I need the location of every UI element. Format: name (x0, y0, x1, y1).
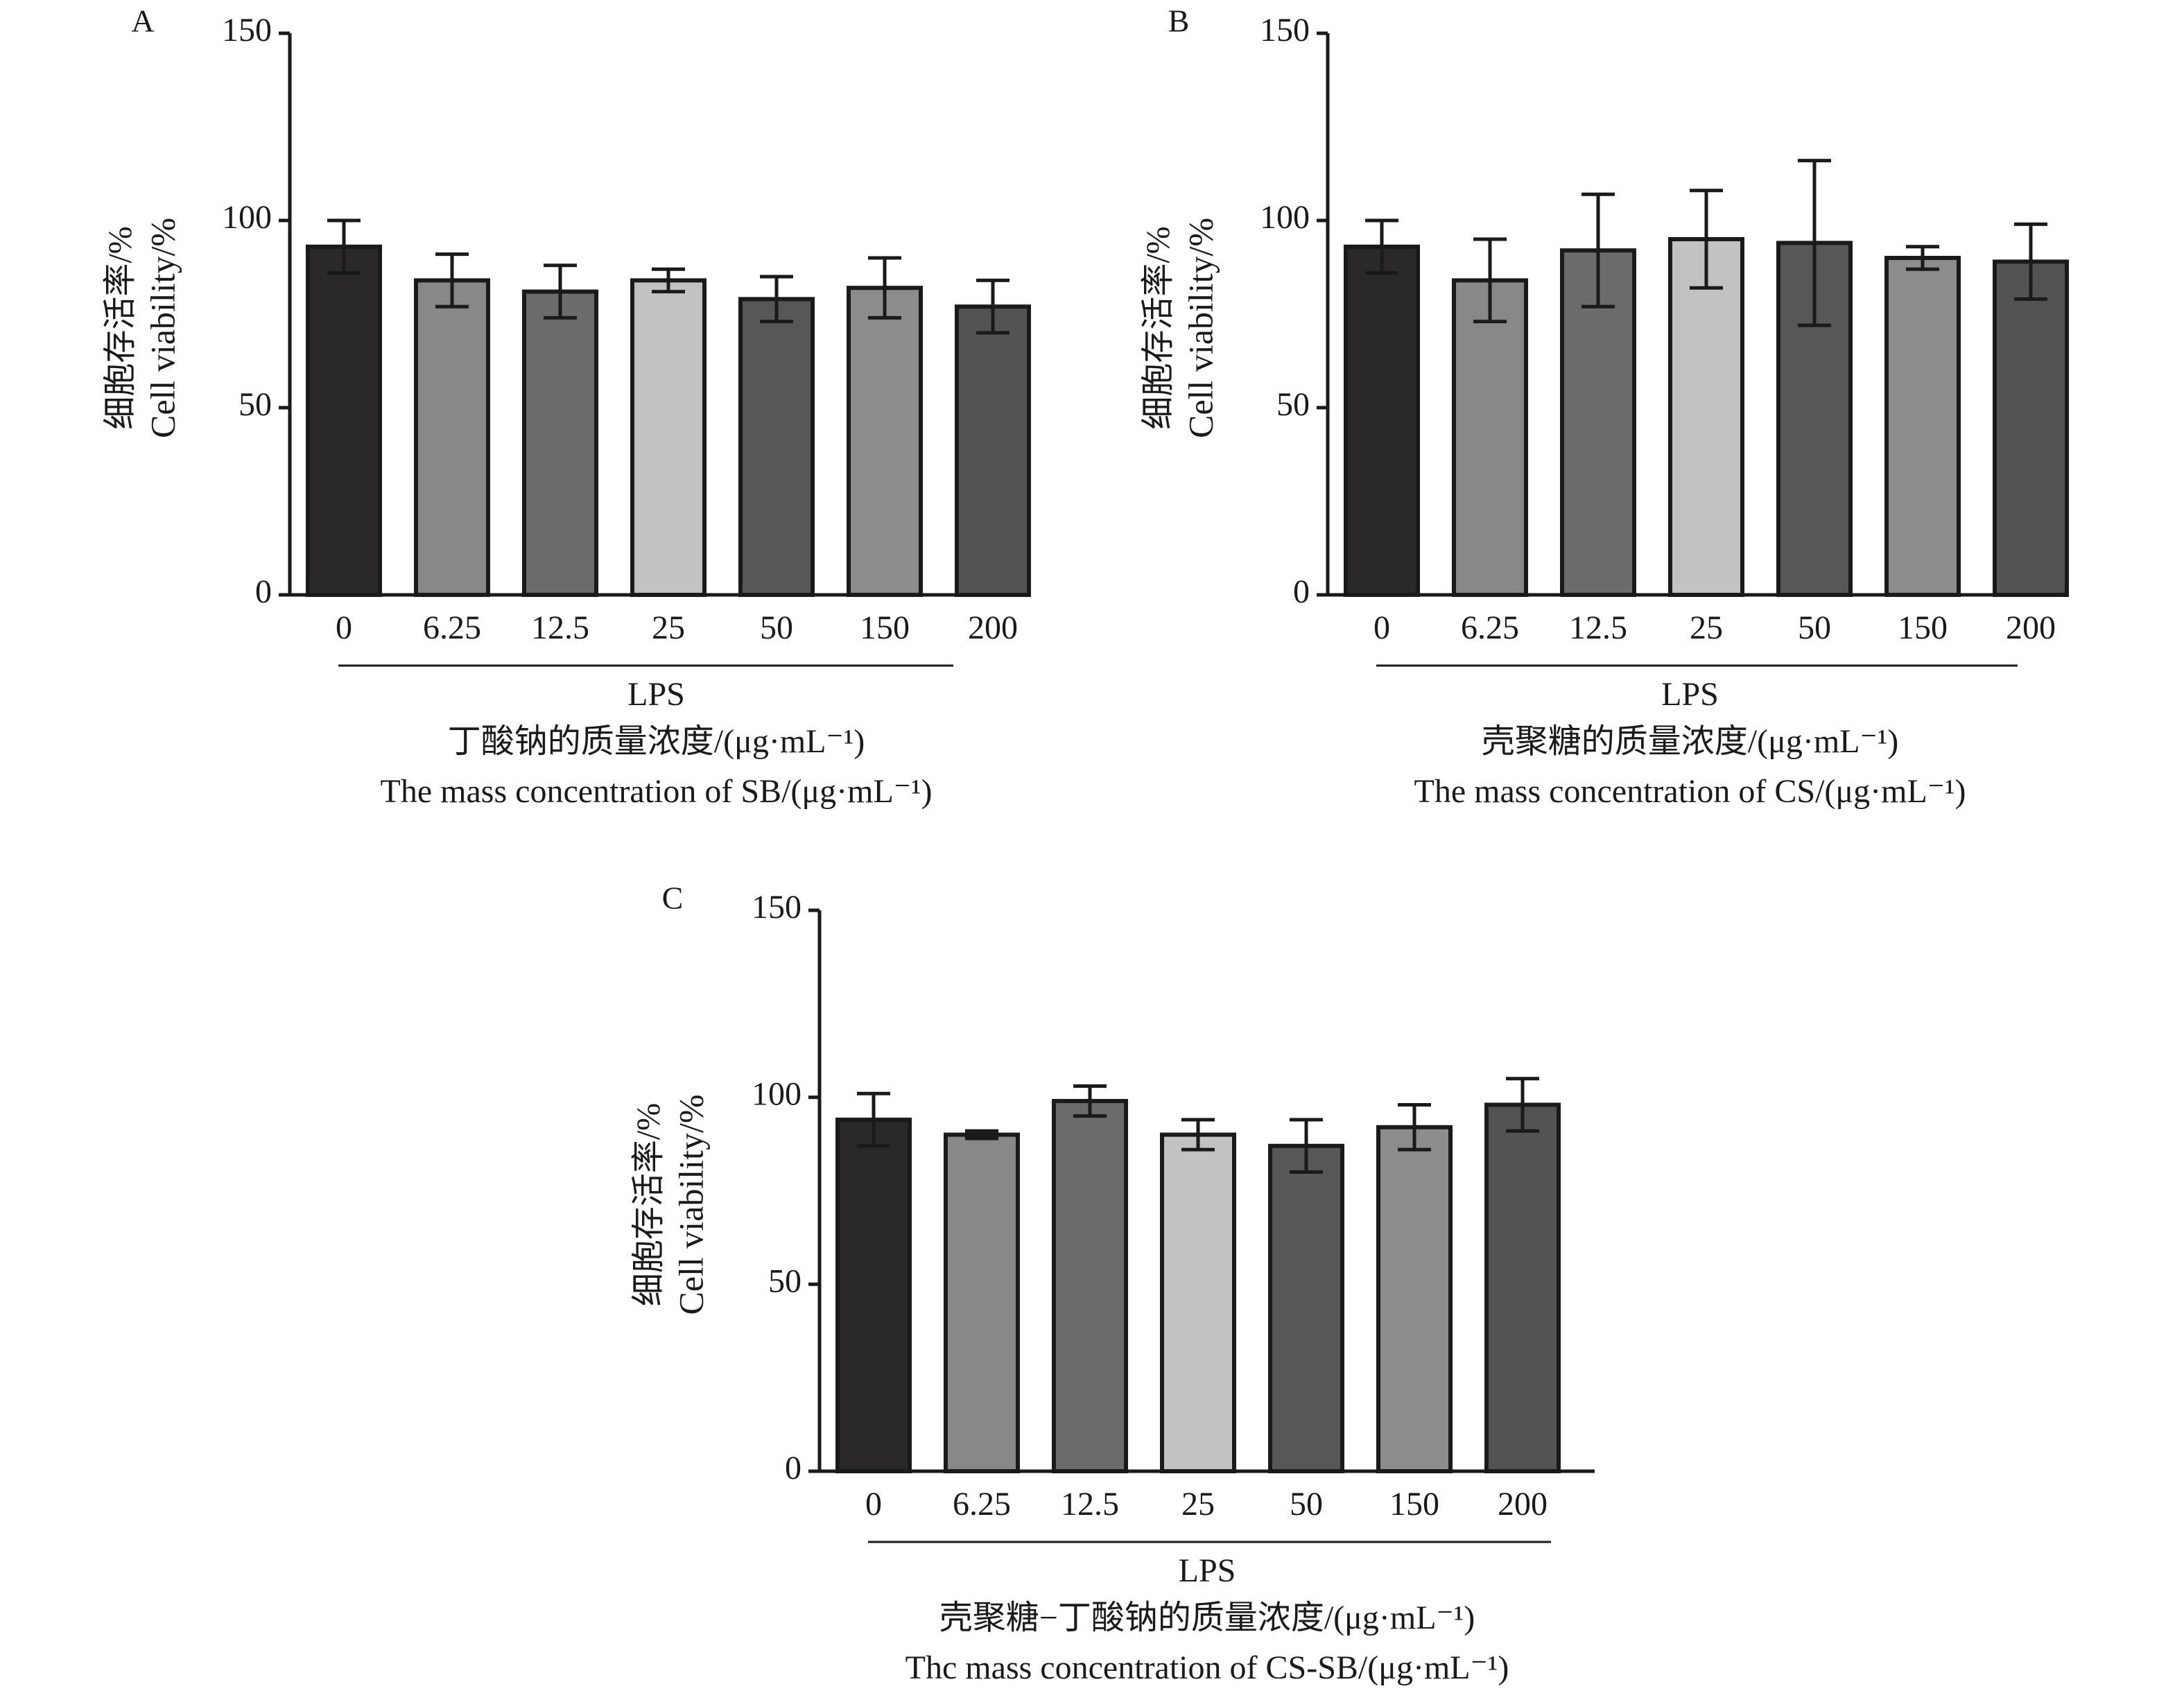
x-axis-title-cn: 壳聚糖−丁酸钠的质量浓度/(μg·mL⁻¹) (939, 1599, 1475, 1636)
error-bar (868, 256, 901, 320)
y-tick-label: 0 (785, 1450, 801, 1486)
error-bar (1473, 237, 1507, 324)
bar-6-25 (944, 1132, 1020, 1473)
error-bar (1181, 1118, 1215, 1152)
y-tick-label: 100 (752, 1076, 801, 1113)
x-tick-label: 25 (652, 609, 685, 646)
bar-150 (1884, 256, 1961, 597)
x-tick-label: 6.25 (1461, 609, 1519, 646)
x-axis-title-cn: 壳聚糖的质量浓度/(μg·mL⁻¹) (1482, 723, 1898, 760)
x-tick-label: 50 (760, 609, 793, 646)
y-tick-label: 150 (752, 889, 801, 926)
error-bar (1581, 192, 1615, 309)
bar-6-25 (414, 278, 490, 597)
group-label: LPS (1179, 1552, 1236, 1589)
y-axis-title-cn: 细胞存活率/% (630, 1103, 667, 1306)
x-tick-label: 25 (1690, 609, 1723, 646)
error-bar (652, 267, 685, 294)
bar-25 (1160, 1132, 1236, 1473)
error-bar (760, 275, 793, 324)
bar-150 (1376, 1125, 1453, 1474)
x-tick-label: 12.5 (1061, 1486, 1119, 1523)
x-tick-label: 6.25 (953, 1486, 1011, 1523)
x-tick-label: 0 (336, 609, 352, 646)
x-tick-label: 6.25 (423, 609, 481, 646)
error-bar (435, 252, 469, 309)
error-bar (327, 218, 361, 275)
x-tick-label: 50 (1798, 609, 1831, 646)
error-bar (965, 1129, 998, 1141)
x-tick-label: 12.5 (531, 609, 589, 646)
x-tick-label: 0 (865, 1486, 882, 1523)
error-bar (1365, 218, 1398, 275)
panel-label: B (1168, 3, 1190, 39)
panel-label: C (662, 881, 684, 916)
bar-25 (630, 278, 707, 597)
error-bar (1906, 245, 1939, 271)
x-tick-label: 0 (1373, 609, 1390, 646)
y-axis-title-cn: 细胞存活率/% (102, 226, 139, 429)
bar-150 (847, 286, 923, 597)
x-tick-label: 200 (968, 609, 1018, 646)
y-axis-title-en: Cell viability/% (143, 218, 182, 438)
x-tick-label: 50 (1290, 1486, 1323, 1523)
error-bar (1290, 1118, 1323, 1174)
x-axis-title-en: The mass concentration of CS/(μg·mL⁻¹) (1414, 773, 1966, 810)
x-axis-title-cn: 丁酸钠的质量浓度/(μg·mL⁻¹) (448, 723, 865, 760)
x-tick-label: 12.5 (1569, 609, 1627, 646)
x-axis-title-en: The mass concentration of SB/(μg·mL⁻¹) (381, 773, 933, 810)
error-bar (857, 1091, 890, 1148)
y-tick-label: 150 (1260, 12, 1310, 49)
y-tick-label: 100 (222, 199, 272, 236)
x-tick-label: 150 (1389, 1486, 1439, 1523)
bar-25 (1668, 237, 1744, 597)
bar-200 (1484, 1102, 1561, 1474)
error-bar (976, 278, 1009, 335)
bar-0 (1344, 244, 1420, 597)
y-tick-label: 150 (222, 12, 272, 49)
y-axis-title-en: Cell viability/% (1181, 218, 1220, 438)
error-bar (1798, 159, 1831, 327)
y-tick-label: 0 (255, 573, 272, 610)
group-label: LPS (627, 676, 685, 713)
y-tick-label: 50 (239, 386, 272, 423)
y-tick-label: 0 (1293, 573, 1310, 610)
error-bar (1073, 1084, 1107, 1118)
error-bar (1690, 189, 1723, 290)
bar-0 (835, 1118, 912, 1473)
x-axis-title-en: Thc mass concentration of CS-SB/(μg·mL⁻¹… (905, 1649, 1509, 1686)
panel-b: B 0 6.25 12.5 25 50 150 200 0 50 100 150 细胞存活率/% Cell… (1140, 3, 2069, 810)
error-bar (1398, 1102, 1431, 1152)
panel-c: C 0 6.25 12.5 25 50 150 200 0 50 100 150 细胞存活率/% Cell… (630, 881, 1595, 1686)
y-axis-title-en: Cell viability/% (671, 1094, 710, 1315)
x-tick-label: 150 (1898, 609, 1948, 646)
panel-a: A 0 6.25 12.5 25 50 150 200 0 50 100 150 细胞存活率/% Cell… (102, 3, 1031, 810)
bar-12-5 (522, 289, 598, 597)
bar-200 (955, 304, 1031, 597)
x-tick-label: 200 (2006, 609, 2056, 646)
error-bar (1506, 1077, 1539, 1133)
error-bar (2014, 222, 2047, 301)
x-tick-label: 25 (1181, 1486, 1215, 1523)
bar-12-5 (1052, 1099, 1128, 1474)
error-bar (544, 263, 577, 320)
y-tick-label: 50 (1276, 386, 1310, 423)
x-tick-label: 150 (860, 609, 910, 646)
bar-0 (306, 244, 382, 597)
y-axis-title-cn: 细胞存活率/% (1140, 226, 1177, 429)
y-tick-label: 50 (768, 1263, 801, 1299)
y-tick-label: 100 (1260, 199, 1310, 236)
bar-200 (1993, 259, 2069, 597)
group-label: LPS (1661, 676, 1719, 713)
x-tick-label: 200 (1498, 1486, 1548, 1523)
bar-50 (738, 297, 815, 597)
panel-label: A (131, 3, 154, 39)
bar-50 (1268, 1143, 1344, 1474)
bar-6-25 (1452, 278, 1528, 597)
